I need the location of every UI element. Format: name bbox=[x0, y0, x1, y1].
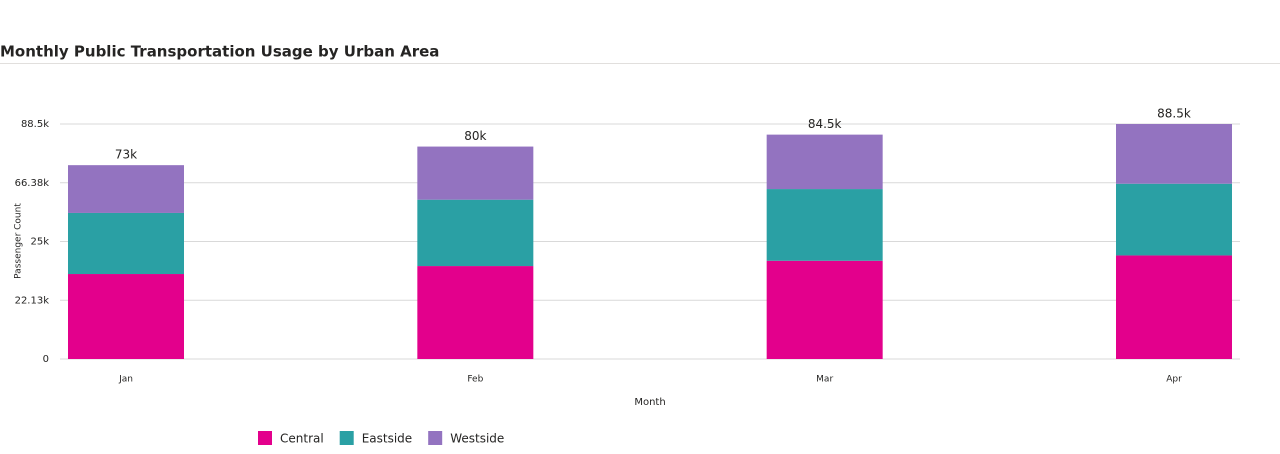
total-label: 84.5k bbox=[808, 117, 842, 131]
bar-segment bbox=[68, 212, 184, 275]
y-tick-label: 25k bbox=[30, 237, 49, 248]
legend-label: Westside bbox=[450, 432, 504, 446]
legend-label: Central bbox=[280, 432, 324, 446]
bar-segment bbox=[766, 260, 883, 359]
bar-segment bbox=[417, 266, 534, 359]
legend-label: Eastside bbox=[362, 432, 412, 446]
total-label: 80k bbox=[464, 129, 486, 143]
total-label: 73k bbox=[115, 148, 137, 162]
bar-segment bbox=[417, 199, 534, 267]
bar-segment bbox=[766, 134, 883, 190]
bar-segment bbox=[1116, 124, 1232, 184]
bar-segment bbox=[68, 274, 184, 359]
y-tick-label: 0 bbox=[43, 354, 49, 365]
bar-segment bbox=[766, 189, 883, 261]
legend-swatch bbox=[339, 431, 354, 445]
chart-title: Monthly Public Transportation Usage by U… bbox=[0, 43, 439, 61]
y-axis-title: Passenger Count bbox=[14, 203, 24, 279]
x-axis-title: Month bbox=[634, 397, 665, 408]
bar-segment bbox=[1116, 183, 1232, 256]
x-tick-label: Apr bbox=[1166, 375, 1182, 385]
y-tick-label: 88.5k bbox=[21, 119, 49, 130]
bar-segment bbox=[1116, 255, 1232, 359]
x-tick-label: Mar bbox=[816, 375, 833, 385]
x-tick-label: Jan bbox=[118, 375, 133, 385]
total-label: 88.5k bbox=[1157, 107, 1191, 121]
y-tick-label: 22.13k bbox=[15, 295, 50, 306]
bar-segment bbox=[417, 146, 534, 200]
y-tick-label: 66.38k bbox=[15, 178, 50, 189]
x-tick-label: Feb bbox=[467, 375, 483, 385]
legend-swatch bbox=[428, 431, 443, 445]
bar-segment bbox=[68, 165, 184, 213]
legend-swatch bbox=[258, 431, 272, 445]
